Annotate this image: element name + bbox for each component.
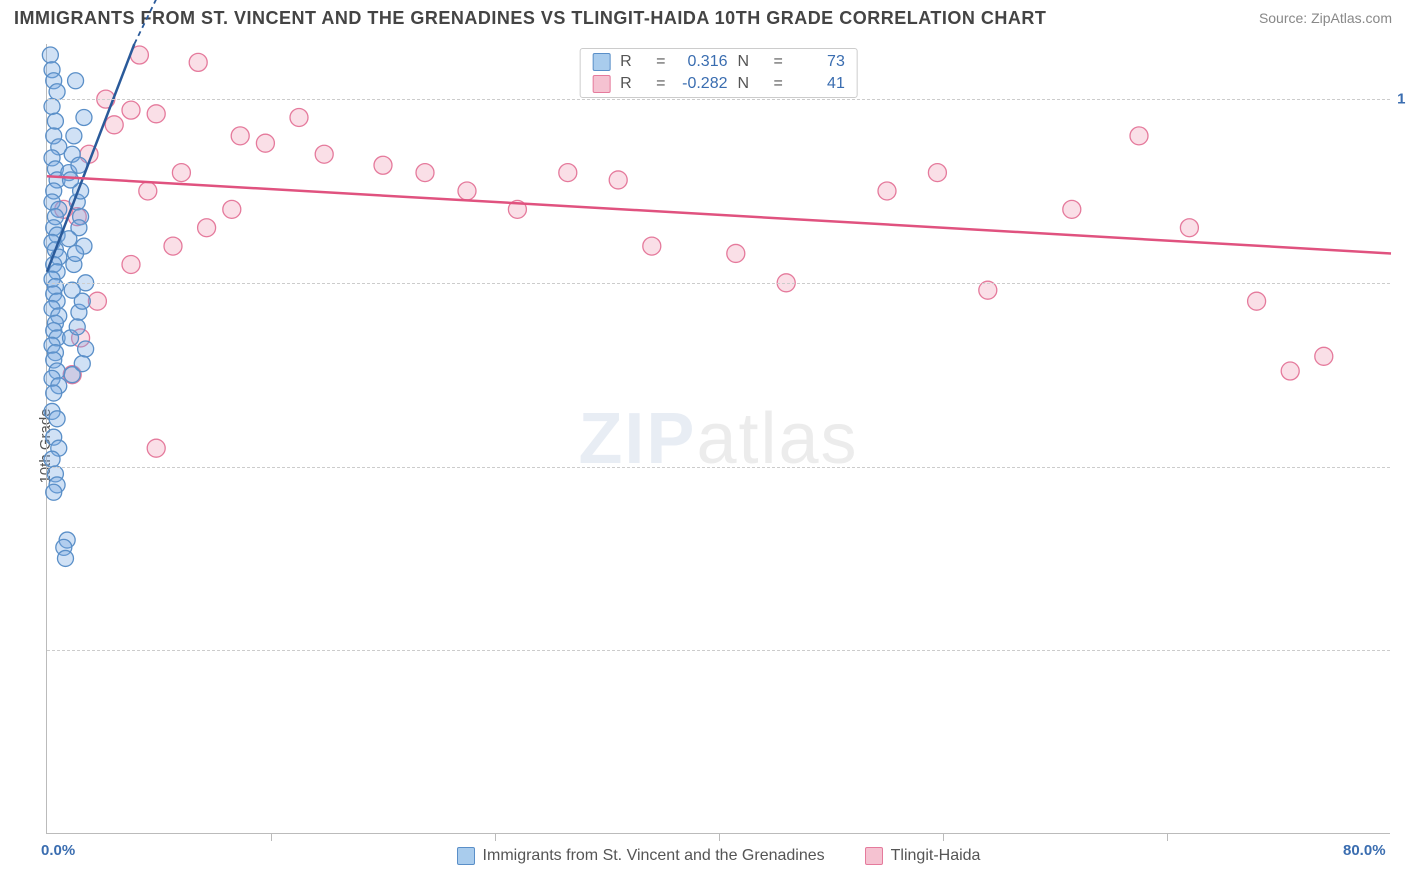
xtick-label: 0.0%: [41, 842, 75, 859]
plot-area: ZIPatlas R= 0.316 N= 73 R= -0.282 N= 41 …: [46, 44, 1390, 834]
legend-item-series-b: Tlingit-Haida: [865, 847, 981, 865]
swatch-series-a: [592, 53, 610, 71]
legend-item-series-a: Immigrants from St. Vincent and the Gren…: [457, 847, 825, 865]
xtick-minor: [719, 833, 720, 841]
chart-title: IMMIGRANTS FROM ST. VINCENT AND THE GREN…: [14, 8, 1046, 29]
xtick-minor: [1167, 833, 1168, 841]
swatch-series-b: [592, 75, 610, 93]
stats-row-series-b: R= -0.282 N= 41: [592, 75, 845, 93]
gridline-h: [47, 99, 1390, 100]
stats-row-series-a: R= 0.316 N= 73: [592, 53, 845, 71]
legend-swatch-a: [457, 847, 475, 865]
gridline-h: [47, 467, 1390, 468]
gridline-h: [47, 650, 1390, 651]
xtick-minor: [271, 833, 272, 841]
xtick-minor: [495, 833, 496, 841]
gridline-h: [47, 283, 1390, 284]
legend-swatch-b: [865, 847, 883, 865]
chart-svg: [47, 44, 1390, 833]
stats-legend-box: R= 0.316 N= 73 R= -0.282 N= 41: [579, 48, 858, 98]
xtick-label: 80.0%: [1343, 842, 1386, 859]
ytick-label: 100.0%: [1397, 91, 1406, 108]
xtick-minor: [943, 833, 944, 841]
bottom-legend: Immigrants from St. Vincent and the Gren…: [47, 847, 1390, 865]
source-attribution: Source: ZipAtlas.com: [1259, 10, 1392, 26]
